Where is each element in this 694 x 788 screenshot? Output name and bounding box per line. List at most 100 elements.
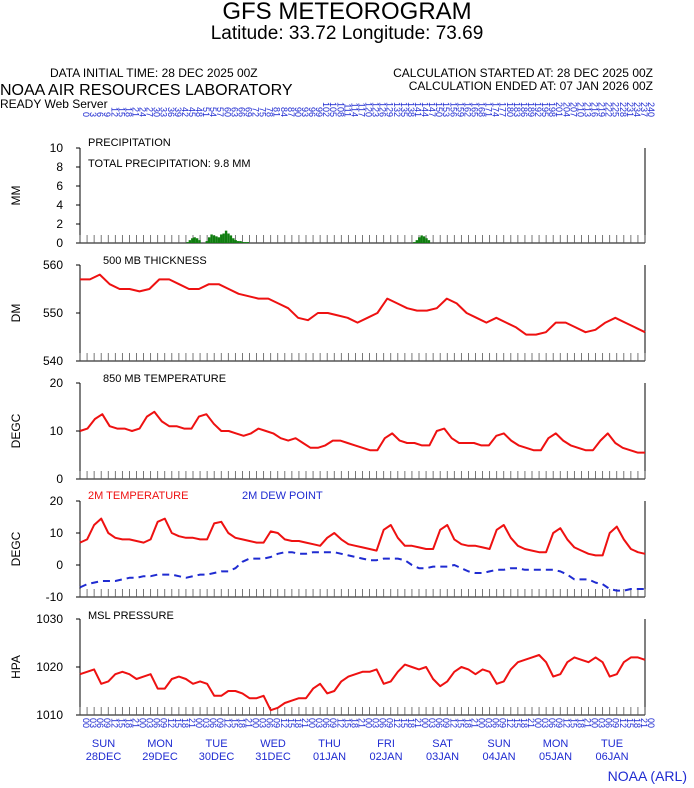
- series-line: [79, 410, 645, 454]
- top-hour-label: 114: [349, 103, 359, 117]
- day-label: MON: [147, 738, 173, 750]
- date-label: 28DEC: [86, 751, 122, 763]
- bottom-hour-label: 06: [434, 718, 444, 728]
- bottom-hour-label: 06: [604, 718, 614, 728]
- top-hour-label: 66: [236, 107, 246, 117]
- bottom-hour-label: 03: [427, 718, 437, 728]
- y-tick-label: 0: [56, 472, 63, 486]
- top-hour-label: 183: [512, 102, 522, 117]
- lab-name: NOAA AIR RESOURCES LABORATORY: [0, 82, 293, 99]
- top-hour-label: 225: [611, 102, 621, 117]
- precip-bar: [212, 235, 216, 243]
- precip-bar: [425, 238, 428, 243]
- top-hour-label: 174: [491, 102, 501, 117]
- top-hour-label: 102: [321, 102, 331, 117]
- day-label: MON: [543, 738, 569, 750]
- bottom-hour-label: 00: [364, 718, 374, 728]
- bottom-hour-label: 00: [646, 718, 656, 728]
- precip-bar: [186, 242, 189, 243]
- top-hour-label: 78: [265, 107, 275, 117]
- top-hour-label: 69: [243, 107, 253, 117]
- bottom-hour-label: 12: [392, 718, 402, 728]
- precip-bar: [413, 242, 416, 243]
- bottom-hour-label: 21: [187, 718, 197, 728]
- date-label: 03JAN: [426, 751, 459, 763]
- y-tick-label: 8: [56, 160, 63, 174]
- top-hour-label: 57: [215, 107, 225, 117]
- top-hour-label: 207: [568, 102, 578, 117]
- top-hour-label: 228: [618, 102, 628, 117]
- top-hour-label: 63: [229, 107, 239, 117]
- bottom-hour-label: 06: [321, 718, 331, 728]
- precip-bar: [227, 233, 230, 243]
- top-hour-label: 132: [392, 102, 402, 117]
- top-hour-label: 195: [540, 102, 550, 117]
- bottom-hour-label: 15: [116, 718, 126, 728]
- panel-title: MSL PRESSURE: [88, 610, 174, 622]
- y-axis-label: DEGC: [9, 413, 23, 448]
- top-hour-label: 141: [413, 102, 423, 117]
- panel-4: [76, 500, 646, 598]
- calculation-started: CALCULATION STARTED AT: 28 DEC 2025 00Z: [393, 66, 653, 80]
- precip-bar: [215, 236, 218, 243]
- top-hour-label: 201: [554, 102, 564, 117]
- top-hour-label: 123: [371, 102, 381, 117]
- top-hour-label: 237: [639, 102, 649, 117]
- date-label: 04JAN: [483, 751, 516, 763]
- y-axis-label: DM: [9, 304, 23, 323]
- y-tick-label: 1010: [36, 708, 63, 722]
- top-hour-label: 147: [427, 102, 437, 117]
- precip-bar: [241, 242, 245, 243]
- date-label: 31DEC: [255, 751, 291, 763]
- panel-1: [76, 147, 646, 244]
- data-initial-time: DATA INITIAL TIME: 28 DEC 2025 00Z: [50, 66, 258, 80]
- bottom-hour-label: 18: [236, 718, 246, 728]
- bottom-hour-label: 00: [194, 718, 204, 728]
- total-precipitation: TOTAL PRECIPITATION: 9.8 MM: [88, 158, 251, 170]
- y-tick-label: -10: [46, 590, 64, 604]
- bottom-hour-label: 15: [342, 718, 352, 728]
- precip-bar: [188, 240, 192, 243]
- top-hour-label: 186: [519, 102, 529, 117]
- top-hour-label: 180: [505, 102, 515, 117]
- location-subtitle: Latitude: 33.72 Longitude: 73.69: [210, 23, 484, 44]
- bottom-hour-label: 09: [554, 718, 564, 728]
- day-label: TUE: [206, 738, 228, 750]
- bottom-hour-label: 00: [307, 718, 317, 728]
- bottom-hour-label: 18: [293, 718, 303, 728]
- bottom-hour-label: 12: [561, 718, 571, 728]
- top-hour-label: 33: [159, 107, 169, 117]
- top-hour-label: 168: [477, 102, 487, 117]
- y-tick-label: 2: [56, 217, 63, 231]
- y-tick-label: 1030: [36, 612, 63, 626]
- bottom-hour-label: 18: [406, 718, 416, 728]
- bottom-hour-label: 03: [597, 718, 607, 728]
- bottom-hour-label: 00: [420, 718, 430, 728]
- series-title-dew-point: 2M DEW POINT: [242, 490, 323, 502]
- top-hour-label: 15: [116, 107, 126, 117]
- y-tick-label: 0: [56, 236, 63, 250]
- day-label: FRI: [377, 738, 395, 750]
- bottom-hour-label: 00: [81, 718, 91, 728]
- precip-bar: [224, 230, 228, 243]
- bottom-hour-label: 21: [526, 718, 536, 728]
- bottom-hour-label: 09: [272, 718, 282, 728]
- top-hour-label: 75: [258, 107, 268, 117]
- top-hour-label: 108: [335, 102, 345, 117]
- top-hour-label: 51: [201, 107, 211, 117]
- bottom-hour-label: 00: [590, 718, 600, 728]
- bottom-hour-label: 12: [166, 718, 176, 728]
- bottom-hour-label: 09: [328, 718, 338, 728]
- day-label: SAT: [432, 738, 453, 750]
- bottom-hour-label: 12: [448, 718, 458, 728]
- y-tick-label: 550: [43, 306, 63, 320]
- date-label: 29DEC: [142, 751, 178, 763]
- bottom-hour-label: 18: [575, 718, 585, 728]
- bottom-hour-label: 18: [123, 718, 133, 728]
- top-hour-label: 42: [180, 107, 190, 117]
- top-hour-label: 129: [385, 102, 395, 117]
- top-hour-label: 234: [632, 102, 642, 117]
- bottom-hour-label: 15: [286, 718, 296, 728]
- day-label: SUN: [92, 738, 115, 750]
- top-hour-label: 111: [342, 103, 352, 117]
